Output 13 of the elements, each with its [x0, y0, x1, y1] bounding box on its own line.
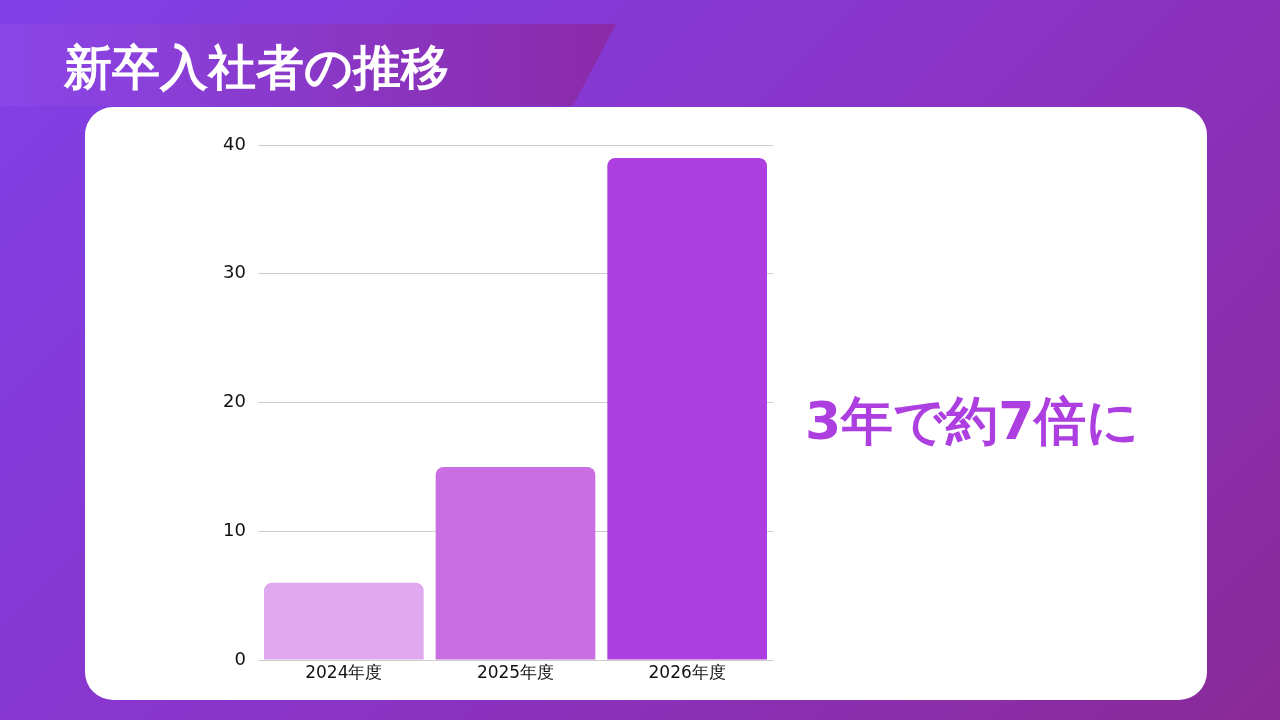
chart-title: 新卒入社者の推移 [64, 38, 449, 97]
y-tick-label: 10 [223, 518, 246, 540]
x-tick-label: 2024年度 [305, 661, 383, 682]
bar [264, 582, 424, 660]
bar [435, 466, 596, 660]
y-tick-label: 0 [234, 647, 246, 669]
y-tick-label: 40 [223, 132, 246, 154]
x-tick-label: 2025年度 [476, 661, 555, 682]
x-tick-label: 2026年度 [648, 661, 726, 682]
text: 3年で約7倍に [805, 390, 1140, 453]
y-tick-label: 20 [223, 390, 246, 412]
y-tick-label: 30 [223, 261, 246, 283]
bar [607, 157, 767, 660]
